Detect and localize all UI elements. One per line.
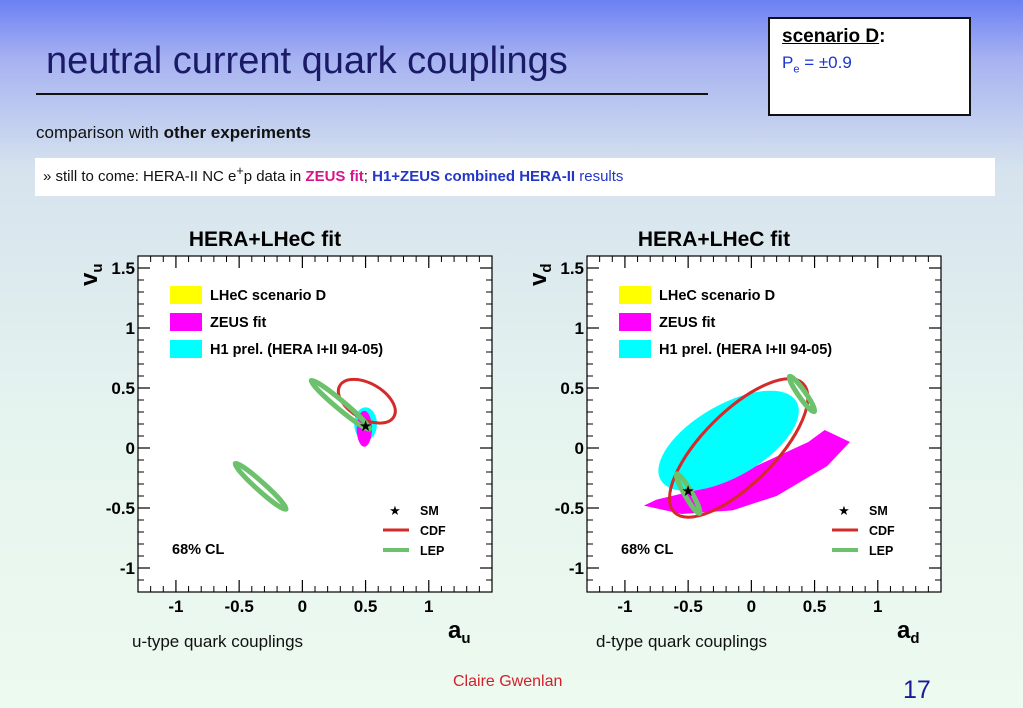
cdf-contour [667, 377, 810, 519]
x-axis-label-sub: d [910, 630, 919, 647]
scenario-colon: : [879, 26, 886, 47]
lep-contour [673, 471, 703, 516]
legend-label-fill: H1 prel. (HERA I+II 94-05) [659, 342, 832, 358]
legend-symbol-sm: ★ [389, 503, 401, 518]
x-tick-label: -1 [617, 597, 632, 616]
lep-contour [308, 377, 372, 432]
lep-contour [232, 460, 289, 512]
scenario-title: scenario D: [782, 26, 957, 48]
x-tick-label: -0.5 [673, 597, 702, 616]
zeus-fit-region [643, 430, 850, 514]
note-box: » still to come: HERA-II NC e+p data in … [35, 158, 995, 196]
chart-title: HERA+LHeC fit [638, 228, 790, 251]
x-axis-label-sub: u [461, 630, 470, 647]
pe-value: = ±0.9 [799, 53, 852, 72]
x-tick-label: -0.5 [224, 597, 253, 616]
pe-subscript: e [793, 63, 800, 76]
caption-u-type: u-type quark couplings [132, 632, 304, 651]
y-tick-label: 0.5 [560, 379, 584, 398]
y-axis-label-main: v [525, 272, 552, 286]
y-axis-label: vu [76, 263, 106, 286]
legend-swatch-fill [170, 340, 202, 358]
x-axis-label: ad [897, 617, 920, 647]
note-results: results [575, 168, 624, 185]
pe-symbol: P [782, 53, 794, 72]
legend-swatch-fill [619, 313, 651, 331]
x-axis-label-main: a [448, 617, 462, 644]
x-tick-label: 0 [298, 597, 307, 616]
h1-region [658, 390, 799, 491]
polarisation-value: Pe = ±0.9 [782, 53, 957, 75]
note-prefix: » still to come: HERA-II NC e [43, 168, 237, 185]
y-tick-label: 1.5 [111, 259, 135, 278]
sm-marker: ★ [681, 483, 694, 500]
y-axis-label-sub: d [538, 263, 555, 272]
x-axis-label: au [448, 617, 471, 647]
y-tick-label: 0 [575, 439, 584, 458]
note-separator: ; [363, 168, 373, 185]
plot-frame [137, 255, 493, 593]
lep-contour [786, 373, 818, 415]
note-zeus-fit: ZEUS fit [305, 168, 364, 185]
legend-label-line: SM [420, 504, 439, 518]
y-tick-label: -1 [120, 559, 135, 578]
note-sup: + [236, 164, 244, 178]
note-h1zeus: H1+ZEUS combined HERA-II [372, 168, 576, 185]
x-tick-label: 1 [873, 597, 882, 616]
y-tick-label: 0.5 [111, 379, 135, 398]
x-tick-label: 0 [747, 597, 756, 616]
legend-swatch-fill [170, 313, 202, 331]
legend-label-fill: LHeC scenario D [659, 288, 775, 304]
x-tick-label: 1 [424, 597, 433, 616]
scenario-name: scenario D [782, 26, 880, 47]
x-tick-label: 0.5 [354, 597, 378, 616]
x-tick-label: 0.5 [803, 597, 827, 616]
scenario-box: scenario D: Pe = ±0.9 [768, 17, 971, 116]
title-underline [36, 93, 708, 95]
legend-symbol-sm: ★ [838, 503, 850, 518]
legend-swatch-fill [170, 286, 202, 304]
y-tick-label: 1.5 [560, 259, 584, 278]
note-mid: p data in [243, 168, 306, 185]
cl-label: 68% CL [621, 542, 674, 558]
y-axis-label: vd [525, 263, 555, 286]
legend-label-fill: ZEUS fit [659, 315, 716, 331]
legend-label-fill: H1 prel. (HERA I+II 94-05) [210, 342, 383, 358]
y-tick-label: -0.5 [106, 499, 135, 518]
legend-label-line: SM [869, 504, 888, 518]
comparison-heading: comparison with other experiments [36, 123, 311, 143]
y-tick-label: 1 [575, 319, 584, 338]
y-tick-label: 0 [126, 439, 135, 458]
legend-label-line: LEP [869, 544, 893, 558]
plot-data-layer: ★ [232, 377, 397, 512]
caption-d-type: d-type quark couplings [596, 632, 768, 651]
cl-label: 68% CL [172, 542, 225, 558]
page-number: 17 [903, 676, 931, 704]
y-tick-label: -0.5 [555, 499, 584, 518]
plot-data-layer: ★ [643, 373, 850, 519]
comparison-bold: other experiments [163, 123, 311, 142]
chart-title: HERA+LHeC fit [189, 228, 341, 251]
legend-label-line: LEP [420, 544, 444, 558]
x-axis-label-main: a [897, 617, 911, 644]
legend-swatch-fill [619, 286, 651, 304]
y-tick-label: 1 [126, 319, 135, 338]
x-tick-label: -1 [168, 597, 183, 616]
y-axis-label-main: v [76, 272, 103, 286]
comparison-prefix: comparison with [36, 123, 164, 142]
legend-label-fill: ZEUS fit [210, 315, 267, 331]
sm-marker: ★ [359, 418, 372, 435]
legend-label-fill: LHeC scenario D [210, 288, 326, 304]
y-tick-label: -1 [569, 559, 584, 578]
legend-label-line: CDF [869, 524, 895, 538]
y-axis-label-sub: u [89, 263, 106, 272]
legend-label-line: CDF [420, 524, 446, 538]
legend-swatch-fill [619, 340, 651, 358]
slide-title: neutral current quark couplings [46, 40, 568, 82]
author-name: Claire Gwenlan [453, 673, 563, 690]
